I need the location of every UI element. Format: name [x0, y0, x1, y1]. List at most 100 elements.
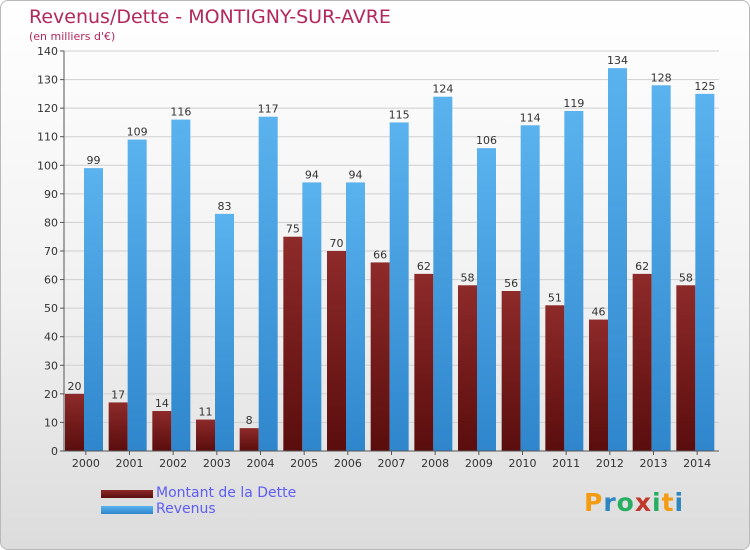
x-tick-label: 2003 [203, 457, 231, 470]
bar-revenus [608, 68, 627, 452]
bar-dette [458, 285, 477, 451]
data-label-dette: 20 [68, 380, 82, 393]
x-tick-label: 2007 [378, 457, 406, 470]
x-tick-label: 2000 [72, 457, 100, 470]
data-label-dette: 70 [330, 237, 344, 250]
data-label-revenus: 94 [349, 168, 363, 181]
bar-revenus [389, 122, 409, 451]
bar-dette [239, 428, 259, 451]
data-labels: 20 99 17 109 14 116 11 83 8 117 75 94 70 94 66 115 62 124… [68, 54, 716, 427]
bar-dette [370, 262, 390, 451]
bar-revenus [346, 182, 365, 451]
x-tick-label: 2006 [334, 457, 362, 470]
data-label-dette: 62 [635, 260, 649, 273]
bar-dette [676, 285, 696, 451]
x-tick-label: 2013 [640, 457, 668, 470]
y-tick-label: 80 [44, 216, 58, 229]
bar-dette [196, 419, 215, 451]
x-tick-label: 2010 [509, 457, 537, 470]
data-label-revenus: 128 [651, 71, 672, 84]
bar-revenus [520, 125, 540, 452]
chart-subtitle: (en milliers d'€) [29, 30, 116, 43]
y-tick-label: 10 [44, 416, 58, 429]
data-label-dette: 17 [111, 388, 125, 401]
data-label-revenus: 106 [476, 134, 497, 147]
data-label-revenus: 109 [127, 126, 148, 139]
y-tick-label: 30 [44, 359, 58, 372]
data-label-revenus: 117 [258, 103, 279, 116]
data-label-dette: 51 [548, 291, 562, 304]
chart-title: Revenus/Dette - MONTIGNY-SUR-AVRE [29, 6, 391, 28]
legend-swatch-dette [101, 490, 153, 498]
y-tick-label: 20 [44, 388, 58, 401]
data-label-revenus: 94 [305, 168, 319, 181]
data-label-dette: 75 [286, 223, 300, 236]
x-tick-label: 2002 [159, 457, 187, 470]
bar-revenus [651, 85, 671, 452]
data-label-revenus: 134 [607, 54, 628, 67]
data-label-dette: 8 [246, 414, 253, 427]
bar-revenus [302, 182, 322, 451]
y-tick-label: 140 [37, 45, 58, 58]
bar-revenus [215, 213, 234, 451]
data-label-revenus: 119 [563, 97, 584, 110]
bar-dette [589, 319, 608, 451]
x-tick-label: 2008 [421, 457, 449, 470]
data-label-dette: 58 [679, 271, 693, 284]
y-tick-label: 0 [51, 445, 58, 458]
bar-revenus [171, 119, 191, 452]
y-tick-label: 110 [37, 131, 58, 144]
bar-revenus [84, 168, 103, 451]
y-tick-label: 40 [44, 331, 58, 344]
bar-dette [632, 273, 652, 451]
x-tick-label: 2012 [596, 457, 624, 470]
x-tick-label: 2011 [552, 457, 580, 470]
bar-revenus [477, 148, 496, 451]
data-label-dette: 11 [199, 406, 213, 419]
x-tick-label: 2004 [247, 457, 275, 470]
data-label-dette: 46 [592, 306, 606, 319]
bar-revenus [433, 96, 453, 451]
bar-dette [108, 402, 128, 451]
data-label-dette: 56 [504, 277, 518, 290]
data-label-dette: 66 [373, 248, 387, 261]
y-tick-label: 130 [37, 74, 58, 87]
bar-dette [327, 251, 346, 451]
logo-letter: P [584, 488, 604, 517]
data-label-revenus: 124 [432, 83, 453, 96]
y-tick-label: 120 [37, 102, 58, 115]
bar-dette [501, 291, 521, 451]
data-label-revenus: 125 [694, 80, 715, 93]
bar-revenus [258, 116, 278, 451]
bar-dette [65, 393, 84, 451]
y-tick-label: 100 [37, 159, 58, 172]
data-label-revenus: 99 [87, 154, 101, 167]
legend-label-revenus: Revenus [156, 501, 216, 517]
bar-dette [545, 305, 565, 451]
axes: 0 10 20 30 40 50 60 70 80 90 100 110 120 130 140 2000 20… [37, 45, 719, 470]
y-tick-label: 70 [44, 245, 58, 258]
bars [65, 68, 715, 452]
data-label-revenus: 116 [170, 106, 191, 119]
legend-swatch-revenus [101, 506, 153, 514]
proxiti-logo: Proxiti [584, 488, 684, 517]
bar-revenus [695, 93, 715, 451]
logo-letter: x [634, 488, 652, 517]
bar-dette [152, 411, 172, 451]
x-tick-label: 2009 [465, 457, 493, 470]
legend-label-dette: Montant de la Dette [156, 485, 297, 501]
y-tick-label: 60 [44, 274, 58, 287]
bar-revenus [127, 139, 147, 452]
x-tick-label: 2001 [116, 457, 144, 470]
x-tick-label: 2014 [683, 457, 711, 470]
logo-letter: t [661, 488, 675, 517]
data-label-dette: 14 [155, 397, 169, 410]
logo-letter: o [616, 488, 635, 517]
bar-revenus [564, 111, 584, 451]
bar-dette [414, 273, 434, 451]
bar-dette [283, 236, 303, 451]
data-label-dette: 62 [417, 260, 431, 273]
logo-letter: i [652, 488, 662, 517]
